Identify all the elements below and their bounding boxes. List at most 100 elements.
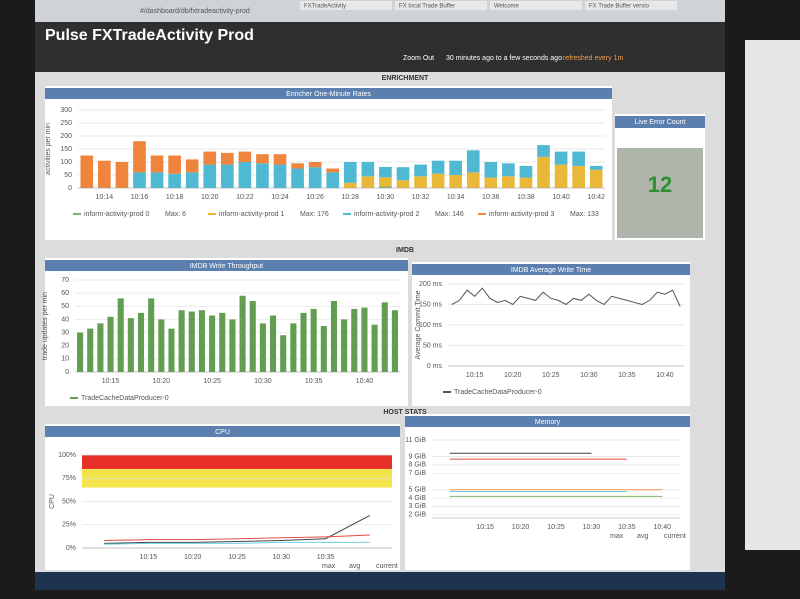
tab-label: FXTradeActivity <box>304 4 346 10</box>
bar <box>198 310 205 372</box>
bar <box>351 308 358 372</box>
bar-segment <box>502 176 515 188</box>
x-tick-label: 10:42 <box>587 194 605 201</box>
bar-segment <box>273 164 287 188</box>
refresh[interactable]: refreshed every 1m <box>563 55 623 62</box>
bar <box>229 319 236 372</box>
legend-label[interactable]: inform-activity-prod 2 <box>354 211 419 218</box>
legend-label[interactable]: TradeCacheDataProducer-0 <box>81 395 169 402</box>
bar <box>391 310 398 372</box>
line <box>104 534 370 542</box>
x-tick-label: 10:35 <box>618 524 636 531</box>
y-tick-label: 0% <box>66 545 76 552</box>
bar-segment <box>168 155 181 174</box>
y-tick-label: 300 <box>60 107 72 114</box>
x-tick-label: 10:40 <box>656 372 674 379</box>
tab[interactable] <box>585 1 677 10</box>
bar <box>209 315 216 372</box>
bar <box>178 310 185 372</box>
legend-column: max <box>610 533 624 540</box>
y-tick-label: 4 GiB <box>408 495 426 502</box>
legend-label[interactable]: inform-activity-prod 3 <box>489 211 554 218</box>
bar-segment <box>414 164 427 177</box>
bar-segment <box>484 177 498 188</box>
tab[interactable] <box>490 1 582 10</box>
bar-segment <box>256 154 269 164</box>
y-axis-label: CPU <box>49 494 56 509</box>
bar-segment <box>343 182 357 188</box>
bar-segment <box>554 151 568 165</box>
panel-title-bar <box>45 260 408 271</box>
bar-segment <box>589 165 603 170</box>
row-title: HOST STATS <box>383 409 427 416</box>
legend-label[interactable]: inform-activity-prod 0 <box>84 211 149 218</box>
bar-segment <box>168 173 181 188</box>
bar-segment <box>291 163 304 169</box>
y-tick-label: 5 GiB <box>408 487 426 494</box>
legend-label[interactable]: inform-activity-prod 1 <box>219 211 284 218</box>
tab[interactable] <box>300 1 392 10</box>
tab[interactable] <box>395 1 487 10</box>
x-tick-label: 10:30 <box>273 554 291 561</box>
bar-segment <box>484 162 498 178</box>
zoom-out[interactable]: Zoom Out <box>403 55 434 62</box>
y-tick-label: 0 <box>68 185 72 192</box>
x-tick-label: 10:20 <box>201 194 219 201</box>
panel-title: Live Error Count <box>635 119 686 126</box>
bar <box>290 323 297 372</box>
bar-segment <box>519 177 533 188</box>
x-tick-label: 10:30 <box>580 372 598 379</box>
y-tick-label: 8 GiB <box>408 462 426 469</box>
bar-segment <box>572 151 585 166</box>
x-tick-label: 10:20 <box>512 524 530 531</box>
x-tick-label: 10:30 <box>254 378 272 385</box>
bar-segment <box>537 156 550 188</box>
x-tick-label: 10:30 <box>377 194 395 201</box>
y-tick-label: 200 ms <box>419 281 442 288</box>
row-title: ENRICHMENT <box>382 75 429 82</box>
panel-title: IMDB Average Write Time <box>511 267 591 274</box>
y-tick-label: 0 <box>65 369 69 376</box>
bar <box>137 312 145 372</box>
legend-max: Max: 146 <box>435 211 464 218</box>
bar <box>158 319 165 372</box>
bar <box>330 301 338 372</box>
bar-segment <box>203 151 217 165</box>
bar <box>280 335 287 372</box>
time-range[interactable]: 30 minutes ago to a few seconds ago <box>446 55 562 62</box>
y-tick-label: 100 ms <box>419 322 442 329</box>
nav-bar <box>35 22 725 72</box>
panel-title: CPU <box>215 429 230 436</box>
bar-segment <box>396 180 410 188</box>
legend-column: avg <box>349 563 360 570</box>
panel-title: IMDB Write Throughput <box>190 263 263 270</box>
tab-label: FX local Trade Buffer <box>399 4 455 10</box>
tab-label: FX Trade Buffer versio <box>589 4 650 10</box>
bar-segment <box>466 172 480 188</box>
x-tick-label: 10:40 <box>356 378 374 385</box>
bar <box>310 308 317 372</box>
legend-label[interactable]: TradeCacheDataProducer-0 <box>454 389 542 396</box>
bar <box>239 295 246 372</box>
x-tick-label: 10:25 <box>203 378 221 385</box>
second-monitor <box>745 40 800 550</box>
x-tick-label: 10:34 <box>447 194 465 201</box>
bar-segment <box>98 160 111 188</box>
panel <box>412 262 690 406</box>
panel <box>45 424 400 570</box>
y-tick-label: 100% <box>58 452 76 459</box>
bar-segment <box>238 162 252 188</box>
bar <box>381 302 388 372</box>
x-tick-label: 10:15 <box>102 378 120 385</box>
bar-segment <box>115 162 129 188</box>
y-tick-label: 30 <box>61 329 69 336</box>
y-tick-label: 11 GiB <box>405 437 426 444</box>
bar <box>371 324 378 372</box>
y-axis-label: Average Commit Time <box>415 290 422 359</box>
bar-segment <box>256 163 269 188</box>
bar <box>168 328 175 372</box>
y-tick-label: 75% <box>62 475 76 482</box>
bar-segment <box>414 176 427 188</box>
